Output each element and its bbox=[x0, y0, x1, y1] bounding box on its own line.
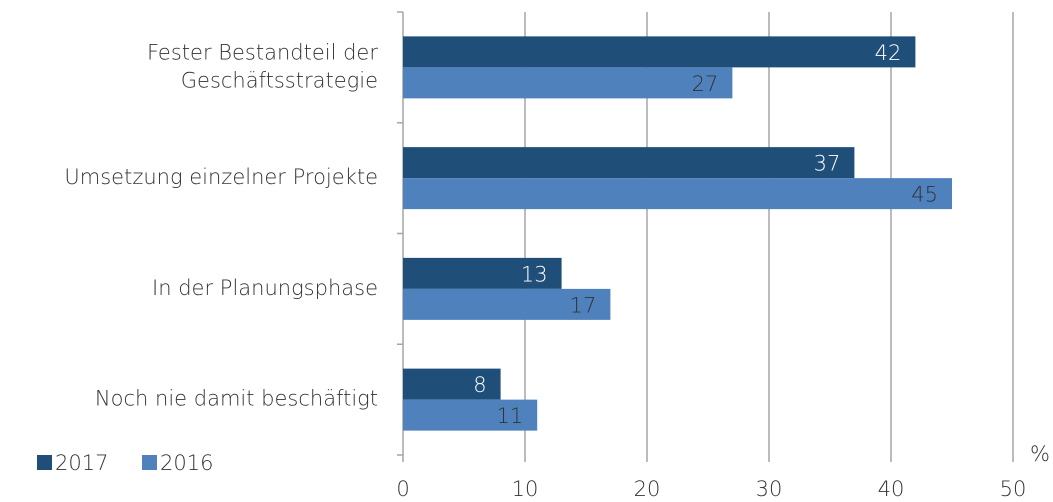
x-tick-label: 0 bbox=[396, 477, 409, 501]
data-label: 45 bbox=[911, 183, 938, 207]
bar bbox=[403, 36, 916, 68]
legend-swatch bbox=[142, 455, 157, 470]
bar bbox=[403, 399, 538, 431]
x-tick-label: 20 bbox=[634, 477, 661, 501]
bar bbox=[403, 67, 733, 99]
x-tick-label: 30 bbox=[756, 477, 783, 501]
bar bbox=[403, 257, 562, 289]
bar bbox=[403, 178, 952, 210]
y-tick-label: Fester Bestandteil der Geschäftsstrategie bbox=[147, 40, 378, 92]
data-label: 11 bbox=[496, 404, 523, 428]
legend-label: 2016 bbox=[160, 451, 213, 475]
x-tick-label: 10 bbox=[512, 477, 539, 501]
bar bbox=[403, 368, 501, 400]
y-tick-label: In der Planungsphase bbox=[152, 276, 378, 300]
data-label: 42 bbox=[875, 41, 902, 65]
x-tick-label: 40 bbox=[878, 477, 905, 501]
legend-label: 2017 bbox=[55, 451, 108, 475]
bar bbox=[403, 147, 855, 179]
data-label: 27 bbox=[692, 72, 719, 96]
data-label: 37 bbox=[814, 152, 841, 176]
y-tick-label: Noch nie damit beschäftigt bbox=[95, 387, 378, 411]
legend-swatch bbox=[37, 455, 52, 470]
data-label: 13 bbox=[521, 262, 548, 286]
x-axis-label: % bbox=[1030, 442, 1050, 466]
bar bbox=[403, 288, 611, 320]
data-label: 17 bbox=[570, 293, 597, 317]
y-tick-label: Umsetzung einzelner Projekte bbox=[64, 165, 378, 189]
x-tick-label: 50 bbox=[1000, 477, 1027, 501]
data-label: 8 bbox=[473, 373, 486, 397]
